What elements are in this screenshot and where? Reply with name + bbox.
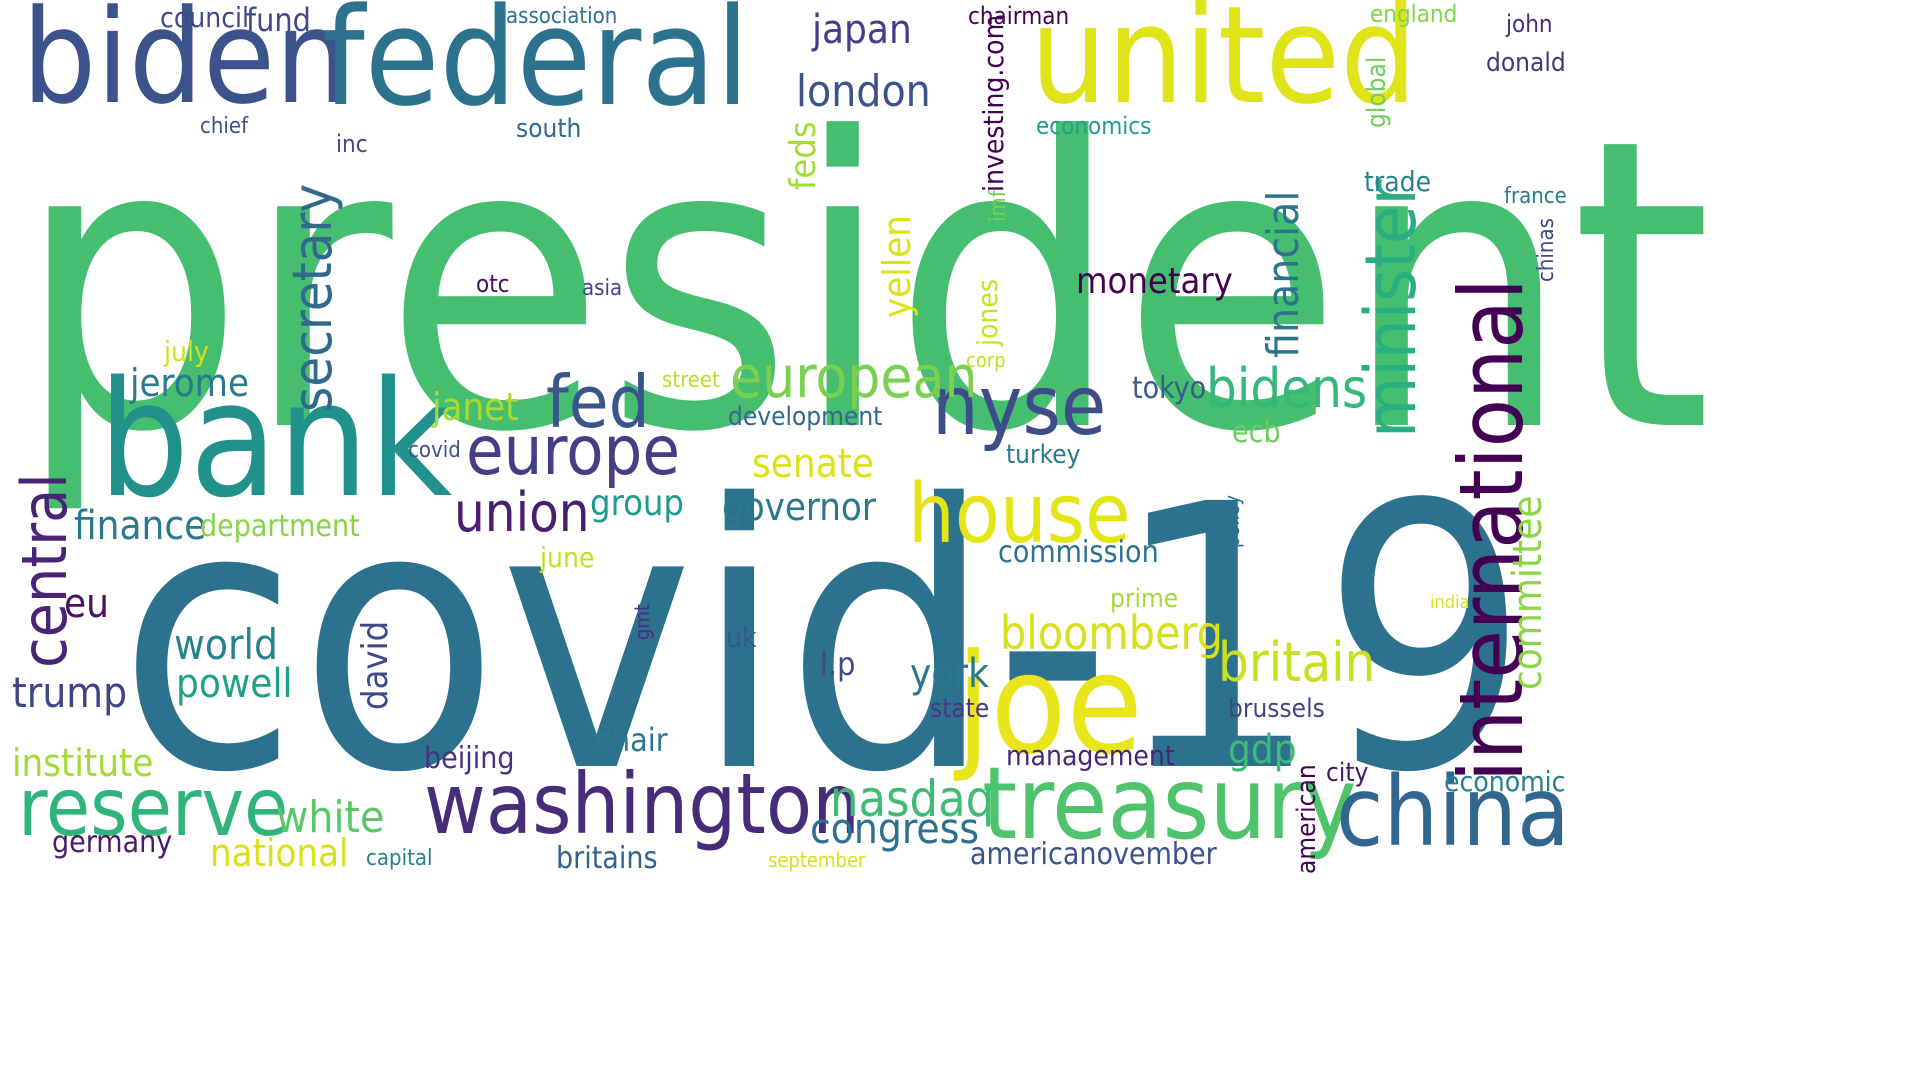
- word-india: india: [1430, 592, 1470, 613]
- word-committee: committee: [1505, 495, 1551, 690]
- word-state: state: [930, 694, 990, 724]
- word-chairman: chairman: [968, 2, 1070, 30]
- word-street: street: [662, 368, 720, 393]
- word-policy: policy: [1220, 495, 1244, 548]
- word-nasdaq: nasdaq: [830, 770, 995, 828]
- word-white: white: [276, 792, 385, 843]
- word-development: development: [728, 402, 883, 432]
- word-bloomberg: bloomberg: [1000, 606, 1223, 660]
- word-europe: europe: [466, 412, 680, 491]
- word-gdp: gdp: [1228, 727, 1297, 773]
- word-fund: fund: [246, 1, 311, 39]
- word-britain: britain: [1218, 631, 1376, 694]
- word-biden: biden: [22, 0, 350, 133]
- word-city: city: [1326, 758, 1369, 788]
- word-july: july: [164, 335, 209, 368]
- word-association: association: [506, 4, 618, 29]
- word-reserve: reserve: [18, 761, 289, 854]
- word-brussels: brussels: [1228, 694, 1325, 724]
- word-donald: donald: [1486, 48, 1566, 78]
- word-inc: inc: [336, 130, 368, 158]
- word-germany: germany: [52, 825, 173, 860]
- word-yellen: yellen: [875, 215, 919, 318]
- word-jones: jones: [971, 278, 1004, 346]
- word-governor: governor: [722, 485, 876, 529]
- word-l-p: l.p: [820, 645, 856, 683]
- word-management: management: [1006, 739, 1175, 772]
- word-jerome: jerome: [130, 361, 250, 405]
- word-capital: capital: [366, 846, 433, 871]
- word-department: department: [200, 509, 360, 544]
- word-economic: economic: [1444, 765, 1566, 798]
- word-chinas: chinas: [1534, 218, 1559, 282]
- word-david: david: [355, 620, 396, 710]
- word-powell: powell: [176, 661, 293, 707]
- word-americanovember: americanovember: [970, 837, 1217, 872]
- word-institute: institute: [12, 741, 154, 785]
- word-september: september: [768, 848, 866, 872]
- word-covid-19: covid-19: [118, 428, 1530, 853]
- word-federal: federal: [322, 0, 750, 136]
- word-finance: finance: [74, 503, 207, 549]
- word-central: central: [8, 473, 81, 668]
- word-group: group: [590, 483, 684, 524]
- word-beijing: beijing: [424, 741, 515, 776]
- word-council: council: [160, 1, 250, 34]
- word-bank: bank: [98, 346, 453, 533]
- word-chair: chair: [596, 721, 668, 759]
- word-washington: washington: [424, 755, 861, 853]
- word-economics: economics: [1036, 112, 1152, 140]
- word-uk: uk: [726, 621, 757, 654]
- word-feds: feds: [783, 121, 824, 190]
- word-joe: joe: [956, 624, 1143, 785]
- word-nyse: nyse: [932, 359, 1107, 454]
- word-london: london: [796, 66, 931, 117]
- word-france: france: [1504, 184, 1567, 209]
- word-secretary: secretary: [281, 183, 344, 412]
- word-prime: prime: [1110, 584, 1179, 614]
- word-john: john: [1506, 10, 1553, 38]
- word-house: house: [908, 467, 1131, 562]
- word-june: june: [540, 541, 595, 574]
- word-japan: japan: [812, 7, 912, 53]
- word-union: union: [454, 481, 590, 544]
- word-united: united: [1030, 0, 1418, 134]
- word-trade: trade: [1364, 165, 1432, 198]
- word-european: european: [730, 343, 978, 411]
- word-ecb: ecb: [1232, 415, 1281, 450]
- word-global: global: [1362, 56, 1392, 128]
- word-corp: corp: [966, 348, 1006, 372]
- word-england: england: [1370, 0, 1458, 28]
- word-financial: financial: [1258, 190, 1309, 358]
- word-investing-com: investing.com: [977, 14, 1010, 192]
- word-monetary: monetary: [1076, 261, 1233, 302]
- word-york: york: [910, 651, 989, 697]
- word-otc: otc: [476, 270, 510, 298]
- word-south: south: [516, 114, 582, 144]
- word-britains: britains: [556, 841, 658, 876]
- word-senate: senate: [752, 441, 875, 487]
- word-fed: fed: [546, 360, 650, 444]
- word-turkey: turkey: [1006, 440, 1081, 470]
- word-eu: eu: [64, 581, 109, 627]
- word-national: national: [210, 831, 349, 875]
- word-china: china: [1336, 756, 1570, 868]
- word-treasury: treasury: [982, 745, 1357, 862]
- word-imf: imf: [986, 190, 1011, 222]
- word-american: american: [1292, 764, 1322, 874]
- word-covid: covid: [408, 438, 461, 463]
- word-trump: trump: [12, 668, 128, 717]
- word-world: world: [174, 620, 279, 669]
- word-janet: janet: [432, 385, 519, 429]
- word-gmt: gmt: [630, 603, 654, 640]
- word-asia: asia: [582, 276, 623, 301]
- word-tokyo: tokyo: [1132, 371, 1207, 406]
- word-commission: commission: [998, 535, 1159, 570]
- word-chief: chief: [200, 114, 249, 139]
- word-congress: congress: [810, 804, 980, 853]
- word-president: president: [16, 55, 1712, 520]
- word-bidens: bidens: [1206, 357, 1368, 420]
